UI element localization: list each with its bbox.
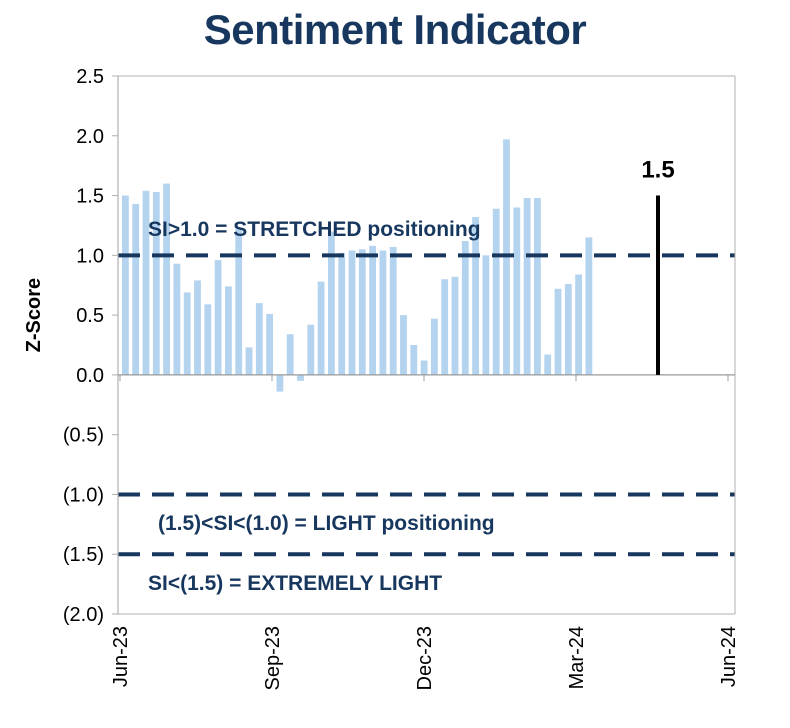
x-tick-label: Dec-23 (414, 626, 436, 690)
latest-value-callout: 1.5 (641, 157, 675, 375)
y-tick-label: (1.5) (63, 544, 104, 566)
bar (297, 374, 304, 381)
bar (358, 249, 366, 375)
bar (307, 324, 315, 375)
bar (461, 240, 469, 375)
bar (389, 246, 397, 375)
bar (235, 229, 243, 375)
x-tick-label: Jun-24 (718, 626, 740, 687)
bar (513, 207, 521, 375)
x-tick-label: Jun-23 (110, 626, 132, 687)
y-tick-label: 1.0 (76, 245, 104, 267)
y-ticks-layer: 2.5 2.0 1.5 1.0 0.5 0.0 (0.5) (1.0) (1.5) (2.0) (63, 66, 118, 626)
bar (523, 197, 531, 375)
bar (183, 292, 191, 375)
bar (317, 281, 325, 375)
bar (482, 255, 490, 375)
x-tick-label: Sep-23 (262, 626, 284, 691)
x-ticks-layer: Jun-23 Sep-23 Dec-23 Mar-24 Jun-24 (110, 374, 740, 691)
bar (152, 191, 160, 375)
y-tick-label: 1.5 (76, 186, 104, 208)
bar (173, 263, 181, 375)
bar (400, 315, 407, 375)
bar (122, 195, 129, 375)
x-tick-label: Mar-24 (566, 626, 588, 689)
y-tick-label: 2.5 (76, 66, 104, 88)
threshold-annotation: SI<(1.5) = EXTREMELY LIGHT (148, 572, 442, 595)
bar (163, 183, 170, 375)
bar (369, 245, 376, 375)
bar (554, 288, 562, 375)
bar (420, 360, 428, 375)
bar (564, 284, 572, 375)
bar (132, 203, 140, 375)
threshold-annotation: SI>1.0 = STRETCHED positioning (148, 218, 481, 241)
y-tick-label: (2.0) (63, 604, 104, 626)
latest-value-label: 1.5 (641, 157, 674, 184)
bar (379, 250, 387, 375)
bar (142, 190, 150, 375)
bar (338, 252, 346, 375)
bar (225, 286, 232, 375)
bar (492, 208, 500, 375)
bar (534, 197, 541, 375)
axes-layer (117, 75, 736, 615)
threshold-annotation: (1.5)<SI<(1.0) = LIGHT positioning (158, 512, 495, 535)
bar (544, 354, 552, 375)
annotations-layer: SI>1.0 = STRETCHED positioning (1.5)<SI<(… (148, 218, 495, 595)
bar (194, 280, 201, 375)
bar (255, 303, 263, 375)
y-tick-label: 0.0 (76, 365, 104, 387)
bar (276, 374, 284, 392)
bar (575, 274, 582, 375)
y-tick-label: 2.0 (76, 126, 104, 148)
bar (266, 313, 273, 375)
bar (451, 276, 459, 375)
y-axis-label: Z-Score (23, 278, 45, 352)
bar (410, 345, 418, 375)
bar (585, 237, 593, 375)
bar (431, 318, 438, 375)
bar (245, 347, 253, 375)
bar (441, 279, 449, 375)
bar (286, 334, 294, 375)
y-tick-label: (1.0) (63, 484, 104, 506)
bar (472, 217, 479, 375)
y-tick-label: 0.5 (76, 305, 104, 327)
y-tick-label: (0.5) (63, 425, 104, 447)
threshold-lines-layer (118, 253, 735, 557)
bars-layer (122, 139, 593, 392)
chart-title: Sentiment Indicator (203, 6, 587, 53)
bar (328, 231, 335, 375)
bar (204, 304, 212, 375)
bar (348, 250, 356, 375)
bar (214, 260, 222, 375)
